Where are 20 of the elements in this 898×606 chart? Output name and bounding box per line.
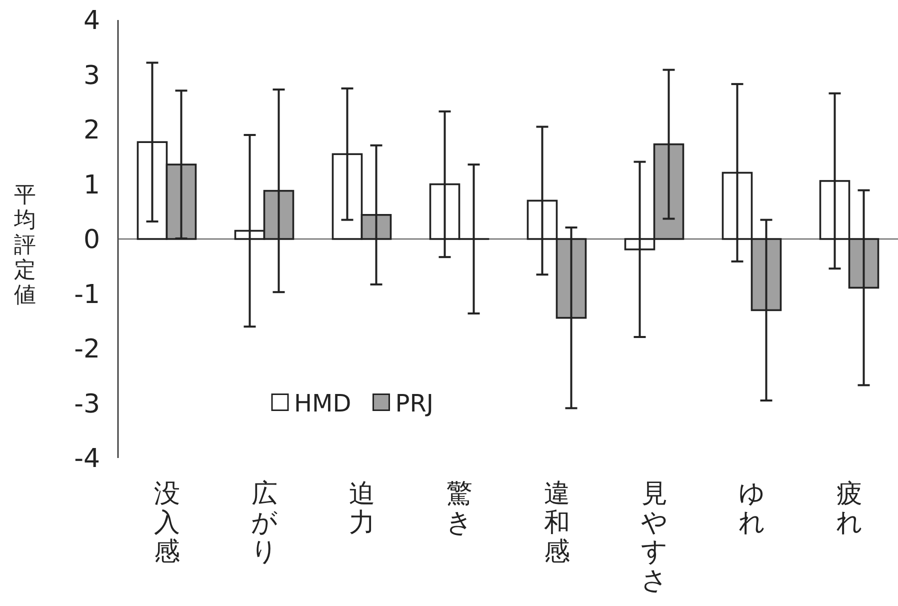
x-tick-label: ゆれ: [738, 479, 766, 538]
legend-label: PRJ: [395, 389, 434, 418]
y-tick-label: -2: [74, 334, 100, 364]
y-tick-label: 0: [83, 225, 100, 255]
x-tick-label: 驚き: [446, 479, 473, 538]
x-tick-label: 迫力: [348, 479, 375, 538]
y-tick-label: -1: [74, 280, 100, 310]
y-tick-label: 4: [83, 6, 100, 36]
legend-label: HMD: [294, 389, 352, 418]
y-tick-label: 2: [83, 116, 100, 146]
x-tick-label: 見やすさ: [640, 479, 668, 596]
y-axis-title: 平均評定値: [13, 183, 36, 308]
y-tick-label: 1: [83, 170, 100, 200]
y-tick-label: -3: [74, 389, 100, 420]
x-tick-label: 疲れ: [836, 479, 863, 538]
x-tick-label: 広がり: [250, 479, 278, 567]
y-tick-label: -4: [74, 444, 100, 474]
x-tick-label: 違和感: [544, 479, 570, 567]
x-tick-label: 没入感: [154, 479, 180, 567]
y-tick-label: 3: [83, 60, 100, 91]
